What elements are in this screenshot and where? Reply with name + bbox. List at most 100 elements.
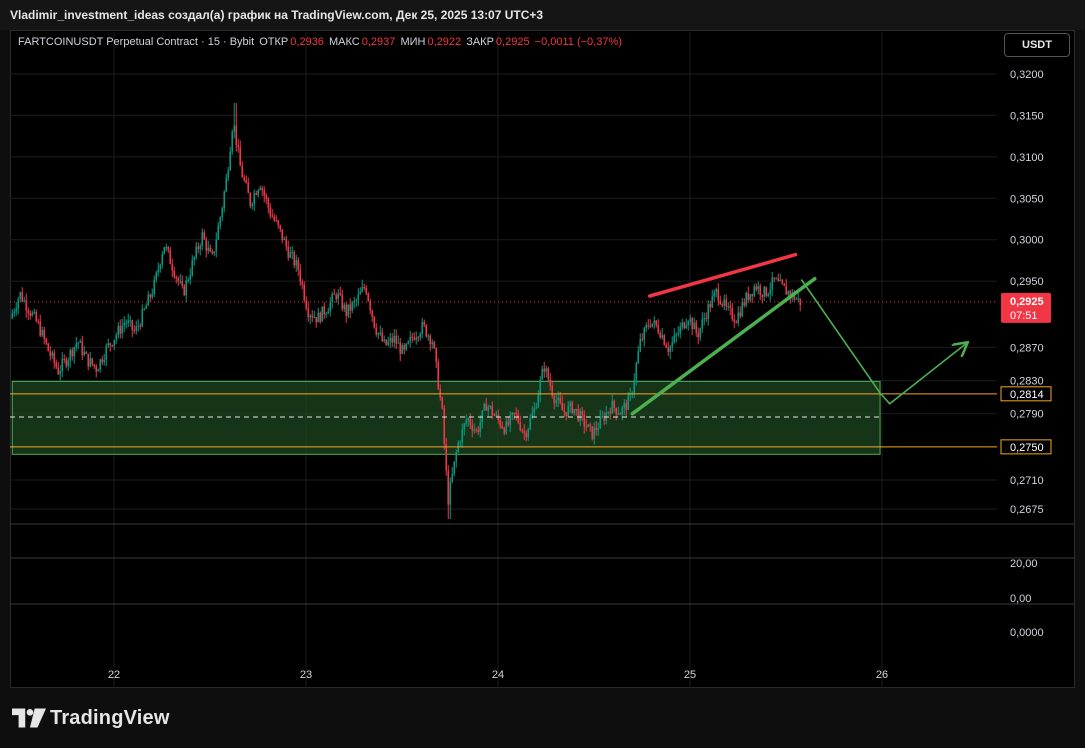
candle-body — [301, 281, 304, 285]
candle-body — [345, 304, 348, 316]
candle-body — [577, 409, 580, 421]
price-tick-label: 0,2710 — [1010, 475, 1044, 487]
candle-body — [629, 394, 632, 396]
tradingview-logo[interactable]: TradingView — [12, 706, 170, 730]
candle-body — [361, 286, 364, 292]
candle-body — [635, 363, 638, 380]
candle-body — [297, 259, 300, 270]
candle-body — [637, 351, 640, 364]
candle-body — [757, 286, 760, 290]
current-price-label: 0,2925 — [1010, 296, 1044, 308]
candle-body — [69, 350, 72, 361]
chart-header: Vladimir_investment_ideas создал(а) граф… — [0, 0, 1085, 30]
candle-body — [549, 379, 552, 387]
candle-body — [557, 397, 560, 401]
candle-body — [533, 408, 536, 414]
current-price-tag — [1001, 292, 1051, 323]
candle-body — [291, 252, 294, 254]
candle-body — [663, 335, 666, 345]
candle-body — [237, 145, 240, 148]
candle-body — [567, 405, 570, 417]
candle-body — [393, 335, 396, 343]
candle-body — [659, 332, 662, 338]
candle-body — [253, 193, 256, 204]
price-tick-label: 0,3200 — [1010, 69, 1044, 81]
candle-body — [47, 343, 50, 352]
candle-body — [555, 400, 558, 403]
currency-button[interactable]: USDT — [1004, 33, 1070, 57]
candle-body — [137, 325, 140, 327]
candle-body — [147, 294, 150, 306]
candle-body — [111, 345, 114, 347]
candle-body — [185, 280, 188, 296]
candle-body — [573, 408, 576, 414]
candle-body — [157, 269, 160, 273]
candle-body — [395, 335, 398, 344]
candle-body — [79, 341, 82, 343]
candle-body — [575, 408, 578, 410]
candle-body — [113, 339, 116, 346]
candle-body — [651, 323, 654, 327]
candle-body — [109, 343, 112, 346]
candle-body — [163, 247, 166, 255]
chart-frame[interactable] — [10, 30, 1075, 688]
candle-body — [657, 325, 660, 333]
candle-body — [715, 288, 718, 293]
candle-body — [207, 247, 210, 251]
candle-body — [761, 294, 764, 297]
candle-body — [429, 335, 432, 344]
candle-body — [295, 259, 298, 266]
candle-body — [397, 342, 400, 344]
candle-body — [165, 246, 168, 248]
candle-body — [599, 416, 602, 429]
candle-body — [689, 318, 692, 322]
candle-body — [209, 247, 212, 252]
candle-body — [263, 190, 266, 196]
candle-body — [149, 294, 152, 298]
tradingview-logo-icon — [12, 708, 46, 728]
candle-body — [645, 325, 648, 328]
candle-body — [519, 422, 522, 430]
candle-body — [25, 300, 28, 311]
candle-body — [433, 342, 436, 348]
candle-body — [783, 283, 786, 286]
candle-body — [685, 324, 688, 329]
candle-body — [705, 318, 708, 320]
candle-body — [525, 433, 528, 438]
candle-body — [771, 277, 774, 290]
candle-body — [321, 306, 324, 322]
candle-body — [229, 151, 232, 171]
candle-body — [441, 397, 444, 409]
candle-body — [621, 407, 624, 415]
candle-body — [293, 252, 296, 266]
candle-body — [571, 402, 574, 414]
candle-body — [61, 358, 64, 371]
candle-body — [399, 342, 402, 354]
candle-body — [641, 339, 644, 341]
candle-body — [311, 315, 314, 318]
candle-body — [21, 292, 24, 302]
price-chart[interactable]: 0,3200 0,3150 0,3100 0,3050 0,3000 0,2950 0,28… — [0, 0, 1085, 690]
indicator-tick-label: 0,00 — [1010, 593, 1031, 605]
candle-body — [409, 336, 412, 342]
candle-body — [627, 395, 630, 410]
candle-body — [421, 322, 424, 335]
ohlc-legend: FARTCOINUSDT Perpetual Contract · 15 · B… — [18, 35, 624, 49]
candle-body — [445, 443, 448, 471]
tradingview-brand: TradingView — [50, 706, 170, 729]
candle-body — [487, 406, 490, 411]
candle-body — [267, 198, 270, 208]
candle-body — [499, 419, 502, 427]
candle-body — [769, 289, 772, 294]
candle-body — [763, 286, 766, 297]
candle-body — [695, 322, 698, 333]
candle-body — [191, 260, 194, 276]
candle-body — [679, 326, 682, 334]
candle-body — [285, 238, 288, 247]
current-price-countdown: 07:51 — [1010, 310, 1038, 322]
indicator-tick-label: 20,00 — [1010, 558, 1038, 570]
candle-body — [737, 312, 740, 324]
level-price-tag-label: 0,2750 — [1010, 442, 1044, 454]
candle-body — [221, 208, 224, 218]
candle-body — [235, 125, 238, 146]
